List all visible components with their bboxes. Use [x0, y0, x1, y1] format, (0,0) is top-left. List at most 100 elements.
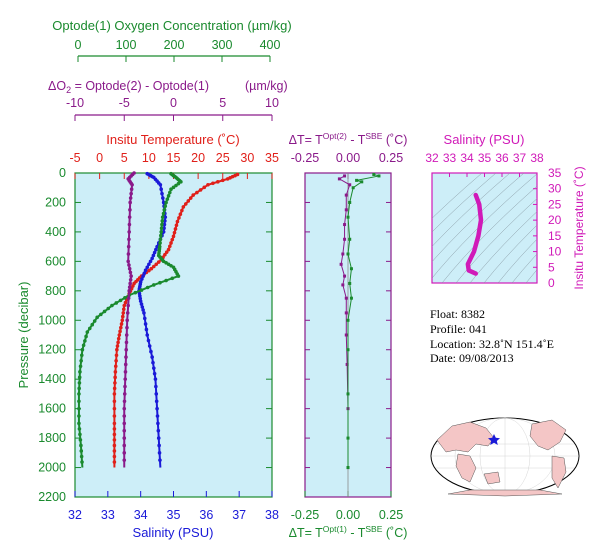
pressure-tick-label: 2200: [38, 490, 66, 504]
green-profile-point: [123, 296, 127, 300]
density-contour: [483, 224, 537, 283]
purple-delta-t-point: [348, 183, 352, 187]
delta-o2-tick-label: -5: [119, 96, 130, 110]
purple-profile-point: [127, 230, 131, 234]
green-profile-point: [168, 190, 172, 195]
oxygen-tick-label: 0: [75, 38, 82, 52]
delta-o2-tick-label: 5: [219, 96, 226, 110]
red-profile-point: [206, 182, 210, 187]
red-profile-point: [173, 227, 178, 231]
green-profile-point: [92, 319, 97, 323]
purple-delta-t-point: [344, 333, 348, 337]
green-delta-t-point: [377, 174, 381, 178]
red-profile-point: [121, 311, 126, 315]
red-profile-point: [178, 212, 183, 217]
purple-profile-point: [122, 392, 127, 396]
purple-profile-point: [126, 296, 131, 300]
delta-o2-tick-label: 10: [265, 96, 279, 110]
purple-profile-point: [127, 266, 132, 271]
temperature-tick-label: 30: [240, 151, 254, 165]
blue-profile-point: [149, 349, 153, 354]
purple-profile-point: [122, 436, 127, 440]
oxygen-tick-label: 400: [260, 38, 281, 52]
temperature-tick-label: 25: [216, 151, 230, 165]
oxygen-axis-label: Optode(1) Oxygen Concentration (µm/kg): [52, 18, 291, 33]
purple-profile-point: [123, 370, 128, 374]
red-profile-point: [168, 244, 172, 249]
green-profile-point: [110, 303, 114, 308]
blue-profile-point: [158, 458, 162, 462]
green-profile-point: [163, 204, 168, 208]
blue-profile-point: [146, 338, 151, 343]
oxygen-axis: Optode(1) Oxygen Concentration (µm/kg) 0…: [52, 18, 292, 62]
blue-profile-point: [156, 436, 161, 440]
delta-t-bottom-label: ΔT= TOpt(1) - TSBE (˚C): [289, 524, 408, 540]
australia-landmass: [483, 471, 501, 485]
purple-profile-point: [127, 237, 131, 242]
purple-delta-t-point: [344, 311, 348, 315]
oxygen-tick-label: 200: [164, 38, 185, 52]
green-profile-point: [78, 364, 83, 369]
blue-profile-point: [154, 247, 158, 252]
green-profile-point: [164, 278, 168, 283]
red-profile-point: [113, 364, 118, 369]
purple-delta-t-point: [344, 193, 348, 197]
green-profile-point: [179, 180, 183, 184]
red-profile-point: [195, 190, 199, 195]
blue-profile-point: [142, 271, 147, 275]
delta-t-panel: ΔT= TOpt(2) - TSBE (˚C) -0.25 0.00 0.25 -0.…: [289, 131, 408, 540]
blue-profile-point: [163, 219, 167, 223]
delta-o2-tick-label: -10: [66, 96, 84, 110]
green-profile-point: [80, 347, 85, 352]
red-profile-point: [117, 333, 122, 337]
ts-temperature-tick-label: 35: [548, 166, 562, 180]
green-delta-t-point: [349, 267, 353, 271]
date: Date: 09/08/2013: [430, 351, 514, 365]
green-profile-point: [79, 454, 84, 459]
purple-profile-point: [127, 263, 131, 267]
red-profile-point: [174, 223, 179, 228]
density-contour: [455, 198, 537, 283]
blue-profile-point: [143, 322, 148, 326]
delta-t-top-label: ΔT= TOpt(2) - TSBE (˚C): [289, 131, 408, 147]
green-profile-point: [77, 375, 82, 380]
pressure-tick-label: 800: [45, 284, 66, 298]
oxygen-tick-label: 100: [116, 38, 137, 52]
purple-delta-t-point: [344, 208, 348, 212]
purple-profile-point: [122, 414, 127, 418]
green-delta-t-point: [351, 186, 355, 190]
south-america-landmass: [551, 455, 567, 489]
green-delta-t-point: [346, 392, 350, 396]
purple-profile-point: [123, 377, 128, 381]
purple-profile-point: [126, 252, 131, 256]
green-profile-point: [102, 309, 107, 314]
density-contour: [432, 173, 537, 279]
ts-salinity-tick-label: 38: [530, 151, 544, 165]
temperature-tick-label: 15: [167, 151, 181, 165]
blue-profile-point: [159, 187, 163, 191]
red-profile-point: [113, 370, 118, 374]
purple-profile-point: [126, 303, 130, 308]
blue-profile-point: [152, 366, 156, 370]
delta-t-top-tick-label: 0.25: [379, 151, 403, 165]
ts-temperature-tick-label: 25: [548, 197, 562, 211]
pressure-tick-label: 1800: [38, 431, 66, 445]
blue-profile-point: [156, 428, 161, 433]
blue-profile-point: [138, 299, 143, 303]
green-profile-point: [158, 280, 162, 285]
blue-profile-point: [154, 384, 158, 389]
red-profile-point: [112, 432, 117, 437]
green-profile-point: [77, 406, 81, 411]
green-profile-point: [171, 185, 176, 190]
green-delta-t-point: [372, 172, 376, 176]
delta-t-bottom-tick-label: 0.25: [379, 508, 403, 522]
density-contour: [511, 253, 537, 283]
delta-o2-axis-label: ΔO2 = Optode(2) - Optode(1) (µm/kg): [48, 79, 288, 95]
blue-profile-point: [150, 256, 154, 261]
ts-salinity-tick-label: 32: [425, 151, 439, 165]
red-profile-point: [112, 454, 117, 459]
north-america-landmass: [529, 419, 567, 451]
temperature-axis-label: Insitu Temperature (˚C): [106, 132, 239, 147]
float-id: Float: 8382: [430, 307, 485, 321]
